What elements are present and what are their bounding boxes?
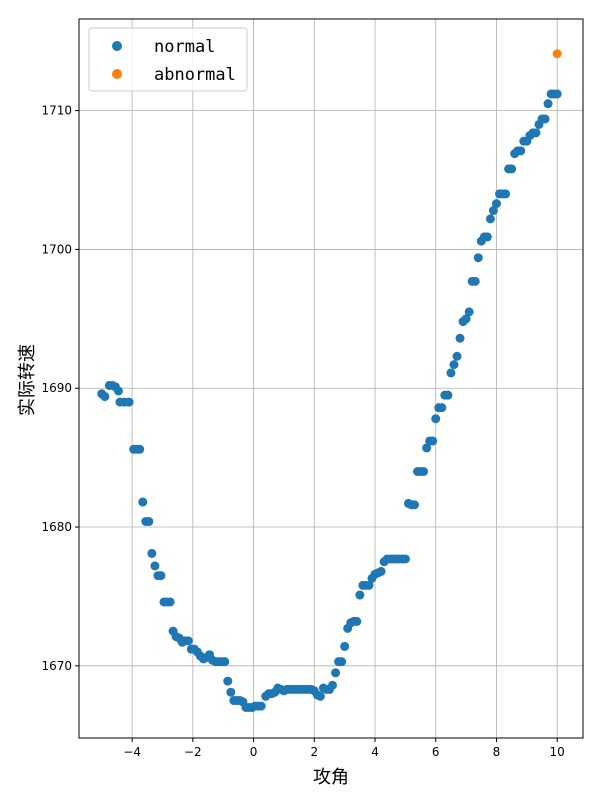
data-point-normal	[337, 657, 347, 667]
data-point-normal	[355, 590, 365, 600]
y-tick-label: 1670	[41, 659, 72, 673]
data-point-normal	[455, 333, 465, 343]
data-point-normal	[113, 386, 123, 396]
data-point-normal	[352, 616, 362, 626]
y-tick-label: 1680	[41, 520, 72, 534]
axis-ticks: −4 −2 0 2 4 6 8 10 1670 1680 1690 1700 1710	[41, 104, 564, 759]
data-point-normal	[461, 314, 471, 324]
data-point-normal	[376, 566, 386, 576]
y-tick-label: 1710	[41, 104, 72, 118]
data-point-normal	[256, 701, 266, 711]
data-point-normal	[464, 307, 474, 317]
data-point-normal	[150, 561, 160, 571]
data-point-normal	[488, 206, 498, 216]
plot-frame	[78, 18, 584, 739]
data-point-normal	[470, 276, 480, 286]
data-point-normal	[165, 597, 175, 607]
data-points	[97, 49, 562, 712]
data-point-normal	[138, 497, 148, 507]
data-point-normal	[431, 414, 441, 424]
data-point-normal	[144, 516, 154, 526]
data-point-normal	[340, 641, 350, 651]
data-point-normal	[443, 390, 453, 400]
x-tick-label: 2	[310, 745, 318, 759]
data-point-normal	[183, 636, 193, 646]
data-point-normal	[428, 436, 438, 446]
x-tick-label: 8	[493, 745, 501, 759]
data-point-normal	[516, 146, 526, 156]
data-point-normal	[124, 397, 134, 407]
data-point-normal	[409, 500, 419, 510]
x-tick-label: −4	[123, 745, 141, 759]
data-point-normal	[100, 392, 110, 402]
data-point-normal	[501, 189, 511, 199]
data-point-normal	[226, 687, 236, 697]
data-point-normal	[446, 368, 456, 378]
data-point-normal	[419, 466, 429, 476]
data-point-normal	[437, 403, 447, 413]
data-point-normal	[135, 444, 145, 454]
data-point-normal	[543, 99, 553, 109]
data-point-normal	[507, 164, 517, 174]
grid	[79, 19, 583, 738]
data-point-normal	[531, 128, 541, 138]
legend-label-normal: normal	[154, 37, 215, 57]
data-point-abnormal	[552, 49, 562, 59]
legend: normal abnormal	[88, 27, 248, 92]
data-point-normal	[331, 668, 341, 678]
legend-marker-normal	[112, 41, 122, 51]
y-axis-label: 实际转速	[17, 344, 38, 416]
data-point-normal	[147, 548, 157, 558]
data-point-normal	[220, 657, 230, 667]
data-point-normal	[364, 580, 374, 590]
data-point-normal	[422, 443, 432, 453]
data-point-normal	[473, 253, 483, 263]
data-point-normal	[482, 232, 492, 242]
y-tick-label: 1690	[41, 381, 72, 395]
data-point-normal	[485, 214, 495, 224]
data-point-normal	[315, 691, 325, 701]
data-point-normal	[223, 676, 233, 686]
legend-marker-abnormal	[112, 69, 122, 79]
x-tick-label: 4	[371, 745, 379, 759]
x-tick-label: 0	[250, 745, 258, 759]
legend-label-abnormal: abnormal	[154, 65, 236, 85]
data-point-normal	[491, 199, 501, 209]
data-point-normal	[552, 89, 562, 99]
x-tick-label: 6	[432, 745, 440, 759]
data-point-normal	[449, 360, 459, 370]
x-tick-label: 10	[550, 745, 565, 759]
y-tick-label: 1700	[41, 242, 72, 256]
data-point-normal	[452, 351, 462, 361]
x-tick-label: −2	[184, 745, 202, 759]
data-point-normal	[156, 571, 166, 581]
data-point-normal	[400, 554, 410, 564]
legend-box	[88, 27, 248, 92]
data-point-normal	[540, 114, 550, 124]
x-axis-label: 攻角	[313, 767, 349, 788]
data-point-normal	[328, 680, 338, 690]
